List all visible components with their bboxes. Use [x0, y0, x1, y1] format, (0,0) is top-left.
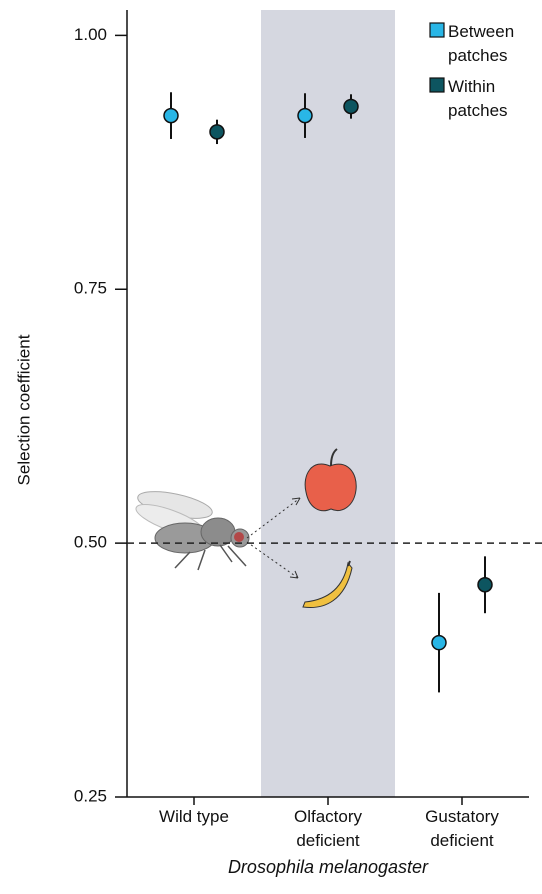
x-tick-label: Wild type: [138, 805, 250, 829]
chart-page: Selection coefficient Drosophila melanog…: [0, 0, 542, 894]
legend-label: Within patches: [448, 75, 538, 123]
data-point: [432, 636, 446, 650]
data-point: [210, 125, 224, 139]
data-point: [344, 99, 358, 113]
y-tick-label: 1.00: [74, 25, 107, 44]
x-tick-label: Gustatory deficient: [406, 805, 518, 853]
chart: Selection coefficient Drosophila melanog…: [0, 0, 542, 894]
y-axis-label: Selection coefficient: [14, 334, 33, 485]
y-tick-label: 0.50: [74, 533, 107, 552]
legend-swatch: [430, 78, 444, 92]
data-point: [164, 109, 178, 123]
data-point: [298, 109, 312, 123]
x-axis-label: Drosophila melanogaster: [228, 857, 429, 877]
legend-swatch: [430, 23, 444, 37]
data-point: [478, 578, 492, 592]
y-tick-label: 0.25: [74, 786, 107, 805]
legend-label: Between patches: [448, 20, 538, 68]
y-tick-label: 0.75: [74, 279, 107, 298]
x-tick-label: Olfactory deficient: [272, 805, 384, 853]
highlight-band: [261, 10, 395, 797]
